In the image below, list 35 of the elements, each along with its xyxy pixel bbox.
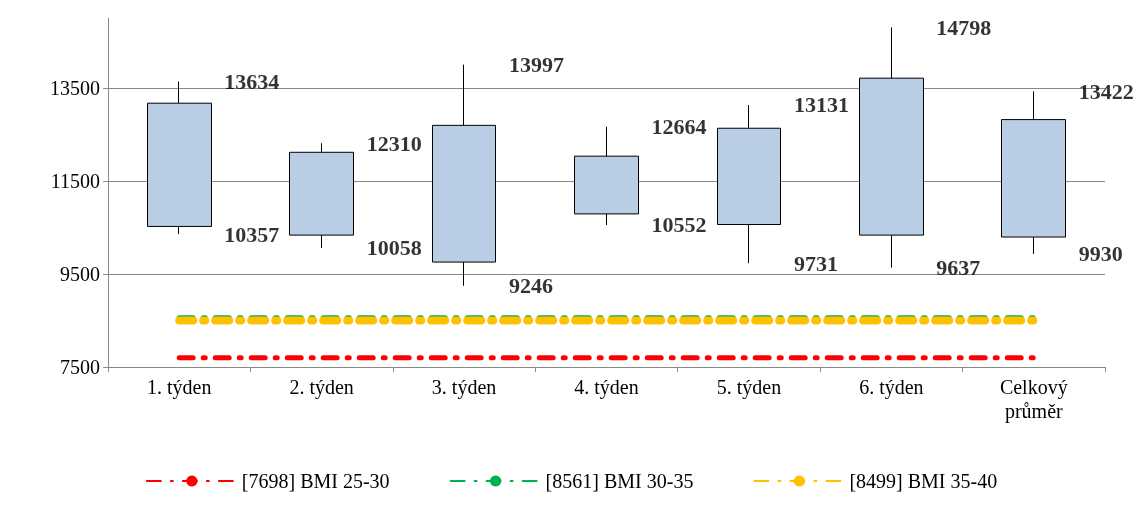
annotation: 12310 [366, 130, 422, 156]
annotation: 10058 [366, 235, 422, 261]
x-tick-label: 4. týden [574, 376, 639, 399]
x-tick-label: 3. týden [431, 376, 497, 399]
candlestick [574, 126, 639, 226]
x-tick-label: 1. týden [147, 376, 212, 399]
legend-label: [8561] BMI 30-35 [545, 470, 694, 492]
annotation: 13422 [1078, 78, 1134, 104]
candlestick [289, 142, 354, 249]
annotation: 9637 [936, 255, 981, 281]
x-tick-label: Celkový průměr [999, 376, 1068, 423]
x-tick-label: 6. týden [859, 376, 924, 399]
annotation: 13131 [793, 92, 849, 118]
y-tick-label: 7500 [60, 356, 100, 378]
candlestick [859, 26, 924, 269]
annotation: 10552 [651, 212, 707, 238]
annotation: 10357 [224, 221, 280, 247]
legend-label: [8499] BMI 35-40 [849, 470, 998, 492]
annotation: 13634 [224, 69, 280, 95]
y-tick-label: 9500 [60, 262, 100, 285]
candlestick [1001, 90, 1066, 255]
annotation: 9930 [1078, 241, 1123, 267]
x-tick-label: 2. týden [289, 376, 354, 399]
y-tick-label: 11500 [50, 169, 100, 192]
x-tick-label: 5. týden [716, 376, 782, 399]
annotation: 9731 [793, 250, 838, 276]
annotation: 13997 [509, 52, 565, 78]
annotation: 14798 [936, 14, 992, 40]
candlestick [717, 104, 781, 264]
candlestick [147, 81, 212, 235]
candlestick [432, 64, 496, 287]
legend-label: [7698] BMI 25-30 [241, 470, 390, 492]
annotation: 9246 [509, 273, 554, 299]
annotation: 12664 [651, 114, 707, 140]
y-tick-label: 13500 [50, 76, 100, 99]
